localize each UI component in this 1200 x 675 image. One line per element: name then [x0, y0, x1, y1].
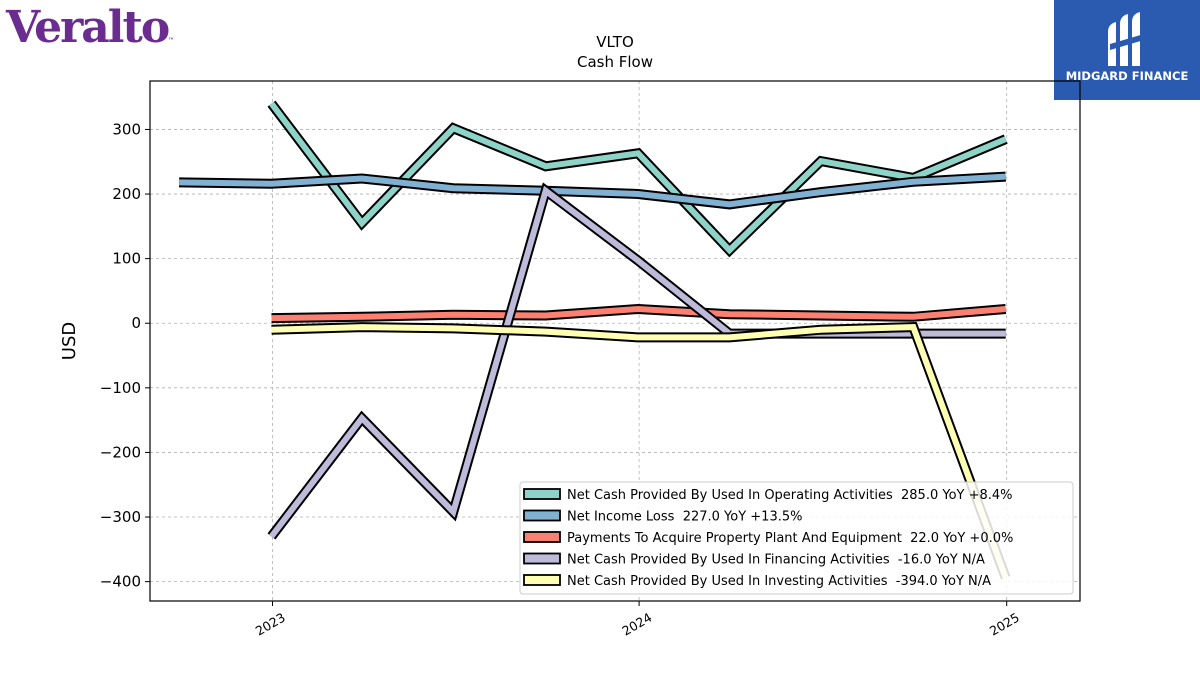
series-0: [267, 100, 1008, 258]
legend-label: Net Income Loss 227.0 YoY +13.5%: [567, 510, 802, 525]
y-tick-label: −400: [100, 573, 141, 591]
midgard-finance-text: MIDGARD FINANCE: [1065, 69, 1189, 83]
legend: Net Cash Provided By Used In Operating A…: [519, 481, 1074, 595]
y-tick-label: 300: [112, 120, 141, 138]
legend-swatch: [523, 531, 561, 543]
plot-area-frame: [149, 80, 1081, 602]
series-1: [179, 171, 1006, 210]
series-line: [269, 185, 1006, 539]
legend-label: Net Cash Provided By Used In Operating A…: [567, 488, 1013, 503]
series-line: [271, 305, 1006, 322]
legend-label: Payments To Acquire Property Plant And E…: [567, 531, 1013, 546]
legend-swatch: [523, 509, 561, 522]
y-tick-label: 100: [112, 250, 141, 268]
series-line: [269, 101, 1007, 255]
y-tick-label: 0: [131, 314, 141, 332]
x-tick-label: 2023: [253, 610, 288, 639]
series-line: [271, 324, 1009, 579]
y-tick-label: −200: [100, 443, 141, 461]
legend-swatch: [523, 574, 561, 586]
axis-ticks: −400 −300 −200 −100 0 100 200 300 2023 2024 2025: [100, 120, 1022, 638]
legend-label: Net Cash Provided By Used In Financing A…: [567, 553, 985, 568]
legend-swatch: [523, 552, 561, 565]
y-tick-label: −100: [100, 379, 141, 397]
veralto-logo: Veralto™: [6, 2, 174, 53]
series-3: [267, 182, 1006, 540]
legend-box: [519, 481, 1074, 595]
x-tick-label: 2025: [987, 610, 1022, 639]
y-tick-label: −300: [100, 508, 141, 526]
veralto-logo-tm: ™: [168, 37, 175, 44]
chart-subtitle: Cash Flow: [577, 53, 653, 71]
y-axis-label: USD: [59, 322, 80, 360]
legend-swatch: [523, 488, 561, 500]
midgard-mark-icon: [1108, 12, 1144, 66]
veralto-logo-text: Veralto: [6, 2, 170, 53]
series-line: [179, 173, 1006, 208]
x-tick-label: 2024: [619, 610, 654, 639]
series-lines: [179, 100, 1011, 580]
legend-label: Net Cash Provided By Used In Investing A…: [567, 574, 991, 589]
midgard-finance-logo: MIDGARD FINANCE: [1054, 0, 1200, 100]
y-tick-label: 200: [112, 185, 141, 203]
series-2: [271, 303, 1007, 324]
series-4: [271, 322, 1011, 580]
chart-title: VLTO: [596, 33, 634, 51]
